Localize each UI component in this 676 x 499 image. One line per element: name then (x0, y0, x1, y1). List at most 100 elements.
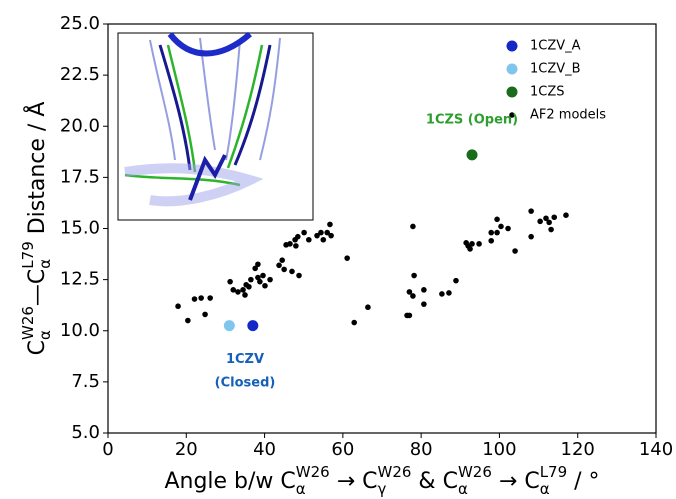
point (548, 226, 554, 233)
point (257, 278, 263, 285)
point (320, 236, 327, 243)
label-sub: α (36, 259, 54, 269)
point (295, 233, 301, 240)
point (267, 276, 273, 283)
point (494, 216, 500, 223)
annotation: 1CZV (226, 352, 264, 367)
label-text: → (492, 469, 524, 494)
point (279, 257, 285, 263)
point (235, 289, 241, 295)
point (469, 241, 475, 247)
point (246, 283, 252, 290)
point (453, 277, 459, 284)
x-tick-label: 0 (102, 439, 113, 460)
y-tick-label: 5.0 (71, 422, 100, 443)
point (421, 301, 427, 307)
label-sup: W26 (378, 463, 412, 481)
point (289, 268, 295, 275)
y-tick-label: 22.5 (60, 64, 100, 85)
point (306, 236, 312, 243)
label-sub: α (296, 480, 306, 498)
legend-label: 1CZV_A (530, 39, 581, 54)
point (324, 229, 331, 236)
point (296, 272, 302, 279)
point (255, 261, 261, 268)
x-tick-label: 40 (253, 439, 276, 460)
inset-image (117, 31, 314, 221)
x-tick-label: 100 (482, 439, 516, 460)
label-text: & (411, 469, 442, 494)
legend-label: AF2 models (530, 108, 606, 123)
point (248, 276, 254, 283)
point (207, 295, 213, 301)
point (240, 287, 246, 293)
label-sub: γ (378, 480, 387, 498)
point (498, 223, 504, 230)
label-sup: W26 (19, 306, 37, 340)
y-tick-label: 10.0 (60, 320, 100, 341)
label-text: Angle b/w (164, 469, 280, 494)
point (410, 293, 416, 299)
point (467, 246, 473, 252)
point (344, 255, 350, 261)
point (327, 221, 333, 228)
point (505, 225, 511, 232)
point (512, 248, 518, 254)
point (488, 229, 495, 236)
point (281, 266, 287, 273)
legend-marker (509, 112, 515, 118)
point (242, 292, 248, 298)
point (537, 218, 543, 225)
label-text: C (25, 340, 50, 355)
legend-marker (506, 63, 518, 75)
label-sup: W26 (296, 463, 330, 481)
point (287, 241, 293, 247)
x-axis-label: Angle b/w CαW26 → CγW26 & CαW26 → CαL79 … (164, 463, 599, 498)
label-sup: L79 (19, 241, 37, 268)
y-tick-label: 17.5 (60, 166, 100, 187)
y-tick-label: 12.5 (60, 269, 100, 290)
point (494, 229, 500, 236)
label-text: C (443, 469, 458, 494)
label-sup: W26 (458, 463, 492, 481)
y-tick-label: 20.0 (60, 115, 100, 136)
x-tick-label: 120 (561, 439, 595, 460)
point (546, 219, 552, 226)
label-text: C (25, 269, 50, 284)
point (223, 320, 235, 332)
point (406, 312, 413, 319)
point (185, 317, 191, 324)
legend-marker (506, 40, 518, 52)
label-sub: α (540, 480, 550, 498)
label-text: C (280, 469, 295, 494)
point (421, 287, 427, 293)
point (301, 229, 307, 236)
point (439, 291, 445, 297)
annotation: (Closed) (215, 375, 276, 390)
point (318, 229, 324, 236)
point (365, 304, 371, 311)
point (466, 149, 478, 161)
legend-marker (506, 86, 518, 98)
label-text: — (25, 284, 50, 306)
label-sub: α (458, 480, 468, 498)
point (328, 232, 334, 239)
point (446, 290, 452, 296)
point (227, 278, 233, 285)
point (528, 208, 534, 214)
point (551, 214, 558, 221)
y-tick-label: 15.0 (60, 218, 100, 239)
label-text: Distance / Å (23, 102, 50, 242)
point (247, 320, 259, 332)
x-tick-label: 140 (639, 439, 673, 460)
point (293, 243, 299, 249)
point (563, 212, 569, 219)
x-tick-label: 80 (410, 439, 433, 460)
point (198, 295, 204, 301)
point (488, 237, 495, 244)
point (260, 272, 266, 279)
point (411, 272, 417, 279)
x-tick-label: 60 (331, 439, 354, 460)
point (406, 289, 413, 295)
